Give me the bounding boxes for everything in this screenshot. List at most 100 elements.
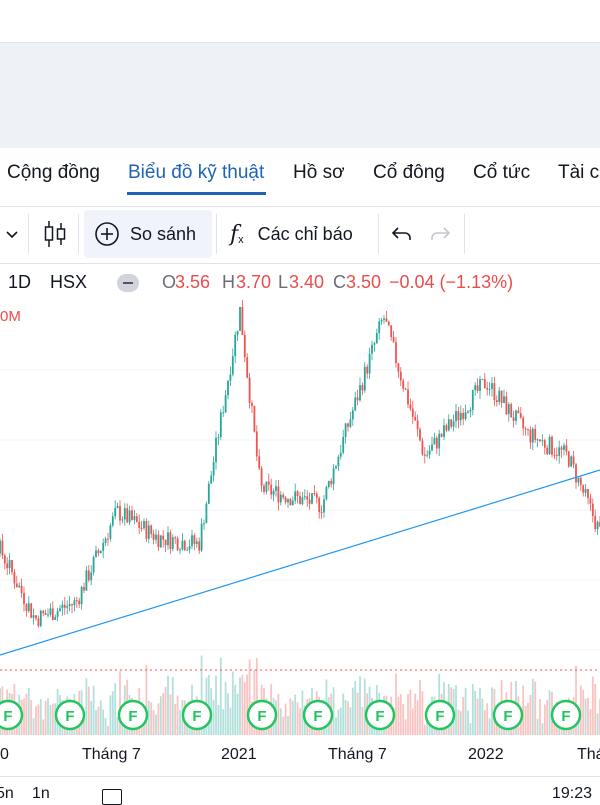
volume-bar: [582, 689, 585, 735]
candle-body: [582, 485, 585, 493]
open-label: O: [162, 272, 177, 292]
time-axis-label: Tháng 7: [82, 746, 141, 763]
candle-body: [407, 389, 409, 405]
event-marker: [117, 699, 149, 731]
volume-bar: [411, 708, 414, 735]
collapse-legend-button[interactable]: [117, 274, 139, 292]
candle-body: [265, 481, 268, 492]
tab-finance[interactable]: Tài c: [558, 162, 600, 183]
tab-dividends[interactable]: Cổ tức: [473, 162, 531, 183]
candle-body: [567, 451, 570, 467]
candle-body: [431, 444, 433, 451]
volume-bar: [231, 671, 234, 735]
candle-body: [296, 491, 299, 496]
candle-body: [373, 343, 376, 345]
event-marker-label: F: [65, 708, 74, 725]
candle-body: [15, 583, 18, 588]
candle-body: [23, 593, 25, 605]
event-marker-label: F: [313, 708, 322, 725]
candle-body: [215, 437, 217, 463]
candle-body: [147, 525, 150, 539]
toolbar-divider: [78, 214, 79, 254]
volume-bar: [246, 674, 249, 735]
candle-body: [419, 429, 421, 441]
range-5d[interactable]: 5n: [0, 785, 14, 802]
candle-body: [92, 556, 95, 573]
candle-body: [378, 321, 381, 334]
candle-body: [133, 516, 136, 520]
candle-body: [498, 390, 501, 403]
candle-body: [313, 493, 316, 495]
candle-body: [529, 429, 532, 443]
volume-bar: [155, 714, 157, 735]
volume-bar: [51, 703, 54, 735]
candle-body: [306, 496, 309, 500]
event-marker-label: F: [503, 708, 512, 725]
volume-bar: [179, 710, 181, 735]
candle-body: [471, 390, 474, 410]
candle-body: [231, 356, 234, 375]
chart-type-button[interactable]: [42, 216, 68, 252]
candle-body: [200, 523, 203, 551]
candle-body: [159, 535, 162, 548]
candle-body: [195, 541, 198, 544]
candle-body: [397, 363, 400, 372]
candle-body: [303, 496, 306, 498]
candle-body: [275, 486, 277, 492]
volume-bar: [347, 701, 349, 735]
candle-body: [107, 538, 109, 540]
candle-body: [277, 486, 280, 503]
compare-button[interactable]: So sánh: [94, 216, 196, 252]
volume-label: 0M: [0, 308, 21, 325]
candle-body: [515, 410, 517, 421]
candle-body: [219, 412, 222, 438]
tab-technical-chart[interactable]: Biểu đồ kỹ thuật: [128, 162, 265, 183]
candle-body: [363, 366, 366, 391]
candle-body: [354, 397, 357, 411]
candle-body: [109, 525, 112, 539]
candle-body: [469, 409, 472, 412]
volume-bar: [217, 704, 220, 735]
ohlc-legend: 1D HSX O 3.56 H 3.70 L 3.40 C 3.50 −0.04…: [0, 268, 600, 300]
event-marker-label: F: [128, 708, 137, 725]
candle-body: [71, 604, 73, 606]
candle-body: [198, 541, 201, 551]
tab-community[interactable]: Cộng đồng: [7, 162, 100, 183]
undo-icon: [391, 227, 411, 240]
redo-icon: [431, 227, 451, 240]
candle-body: [1, 540, 4, 556]
candle-body: [503, 396, 505, 403]
tab-shareholders[interactable]: Cổ đông: [373, 162, 445, 183]
candle-body: [459, 412, 462, 421]
candle-body: [495, 400, 498, 403]
volume-bar: [531, 678, 534, 735]
tab-profile[interactable]: Hồ sơ: [293, 162, 345, 183]
volume-bar: [543, 704, 546, 735]
volume-bar: [229, 707, 232, 735]
candle-body: [443, 425, 445, 437]
volume-bar: [200, 655, 203, 735]
candle-body: [555, 454, 558, 456]
candle-body: [255, 431, 258, 457]
calendar-icon[interactable]: [102, 789, 122, 805]
candle-body: [150, 525, 153, 534]
undo-button[interactable]: [390, 216, 414, 252]
interval-dropdown[interactable]: [4, 216, 20, 252]
candle-body: [217, 437, 220, 439]
redo-button[interactable]: [428, 216, 452, 252]
volume-bar: [467, 710, 469, 735]
candle-body: [18, 585, 21, 588]
time-axis-label: 2022: [468, 746, 504, 763]
candle-body: [169, 532, 172, 549]
candle-body: [37, 618, 40, 626]
volume-bar: [584, 698, 587, 735]
candle-body: [80, 586, 83, 605]
volume-bar: [114, 683, 117, 735]
candle-body: [301, 497, 304, 505]
candle-body: [579, 477, 582, 486]
candle-body: [203, 523, 205, 525]
range-1d[interactable]: 1n: [32, 785, 50, 802]
candle-body: [323, 499, 325, 513]
